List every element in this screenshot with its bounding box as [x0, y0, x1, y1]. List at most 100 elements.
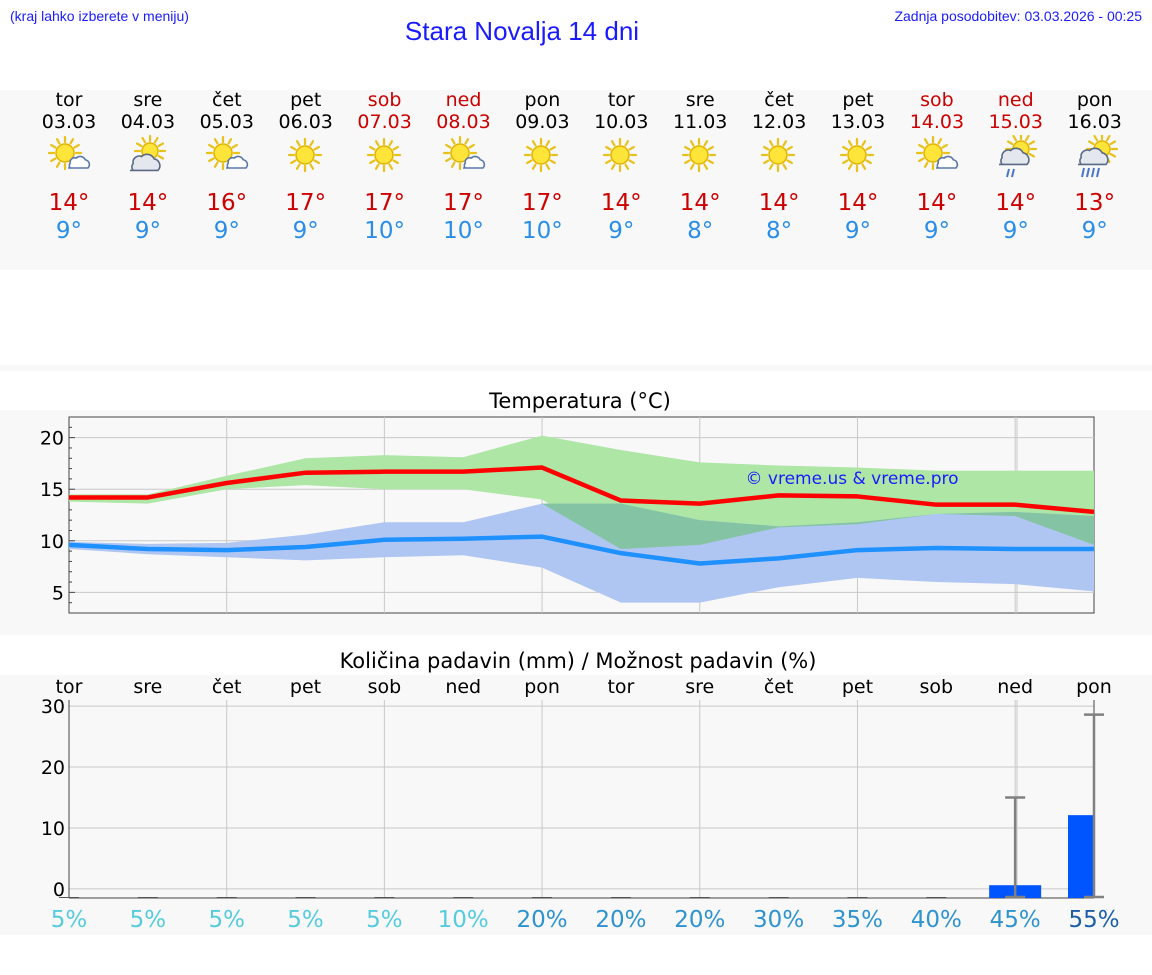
y-tick-label: 5 — [52, 582, 64, 604]
x-category-label: ned — [445, 676, 481, 698]
sun-shape — [287, 137, 322, 173]
sun-icon — [839, 137, 875, 173]
min-temperature: 9° — [292, 218, 319, 244]
day-name: ned — [997, 89, 1034, 111]
rain-drop — [1085, 167, 1090, 178]
day-name: čet — [212, 89, 242, 111]
day-column: ned 15.03 14° 9° — [976, 89, 1056, 245]
x-category-label: pet — [290, 676, 321, 698]
min-temperature: 9° — [1002, 218, 1029, 244]
precipitation-bar — [1068, 815, 1094, 898]
min-temperature: 9° — [1081, 218, 1108, 244]
day-date: 07.03 — [357, 111, 412, 133]
x-category-label: pon — [1076, 676, 1112, 698]
min-temperature: 10° — [364, 218, 405, 244]
x-category-label: sre — [133, 676, 162, 698]
day-column: sob 07.03 17° 10° — [345, 89, 425, 245]
min-temperature: 10° — [522, 218, 563, 244]
day-name: pet — [842, 89, 874, 111]
precipitation-probability: 5% — [366, 907, 403, 933]
rain-drop — [1095, 167, 1100, 178]
max-temperature: 14° — [916, 190, 958, 216]
y-tick-label: 10 — [41, 818, 65, 840]
min-temperature: 9° — [213, 218, 240, 244]
sun-shape — [366, 137, 401, 173]
max-temperature: 14° — [995, 190, 1037, 216]
precipitation-probability: 55% — [1068, 907, 1119, 933]
day-column: čet 12.03 14° 8° — [739, 89, 819, 245]
min-temperature: 9° — [55, 218, 83, 244]
x-category-label: pon — [524, 676, 560, 698]
day-column: ned 08.03 17° 10° — [424, 89, 504, 245]
day-date: 09.03 — [515, 111, 570, 133]
day-date: 14.03 — [909, 111, 965, 133]
max-temperature: 14° — [600, 190, 642, 216]
day-date: 11.03 — [672, 111, 728, 133]
day-date: 05.03 — [199, 111, 254, 133]
page-title: Stara Novalja 14 dni — [404, 16, 640, 46]
precipitation-probability: 20% — [517, 907, 568, 933]
max-temperature: 14° — [127, 190, 169, 216]
cloud-sun-icon — [129, 135, 166, 172]
cloud-shape — [1077, 147, 1109, 166]
x-category-label: čet — [212, 676, 242, 698]
day-date: 10.03 — [594, 111, 649, 133]
precipitation-probability: 45% — [990, 907, 1041, 933]
chart-title: Temperatura (°C) — [488, 389, 671, 413]
day-column: pon 16.03 13° 9° — [1055, 89, 1135, 245]
day-date: 04.03 — [120, 111, 176, 133]
day-date: 03.03 — [41, 111, 97, 133]
day-column: sre 04.03 14° 9° — [108, 89, 188, 245]
sun-icon — [760, 137, 796, 173]
min-temperature: 10° — [443, 218, 484, 244]
min-temperature-line — [68, 534, 1094, 566]
precipitation-probability: 5% — [287, 907, 324, 933]
max-temperature: 14° — [758, 190, 800, 216]
x-category-label: čet — [764, 676, 794, 698]
max-temperature: 14° — [837, 190, 879, 216]
forecast-band — [0, 90, 1152, 270]
precipitation-chart: Količina padavin (mm) / Možnost padavin … — [41, 649, 1120, 933]
sun-icon — [366, 137, 401, 173]
precipitation-probability: 40% — [911, 907, 962, 933]
max-range-band — [69, 435, 1094, 550]
day-name: pon — [1076, 89, 1113, 111]
sun-cloud-icon — [47, 135, 91, 171]
cloud-shape — [462, 155, 485, 169]
sun-icon — [287, 137, 322, 173]
x-category-label: tor — [607, 676, 634, 698]
sun-icon — [524, 137, 559, 173]
sun-shape — [603, 137, 638, 173]
x-category-label: ned — [997, 676, 1033, 698]
y-tick-label: 20 — [40, 428, 64, 450]
plot-area — [69, 700, 1094, 898]
cloud-shape — [129, 153, 161, 172]
cloud-shape — [935, 155, 959, 169]
max-temperature: 17° — [285, 190, 327, 216]
max-temperature: 14° — [679, 190, 721, 216]
cloud-shape — [998, 147, 1030, 166]
temperature-chart: Temperatura (°C) 5 10 15 20 © vreme.us & vrem… — [40, 389, 1095, 614]
day-column: sob 14.03 14° 9° — [897, 89, 977, 245]
max-temperature: 17° — [522, 190, 563, 216]
sun-shape — [760, 137, 796, 173]
x-category-label: sre — [685, 676, 714, 698]
precipitation-probability: 30% — [753, 907, 804, 933]
day-name: tor — [55, 89, 83, 111]
sun-cloud-icon — [442, 135, 485, 171]
sun-cloud-icon — [205, 135, 248, 171]
day-name: sob — [367, 89, 402, 111]
cloud-shape — [68, 155, 91, 169]
day-name: sob — [920, 89, 954, 111]
day-date: 12.03 — [751, 111, 807, 133]
day-date: 16.03 — [1067, 111, 1122, 133]
day-name: sre — [685, 89, 715, 111]
day-date: 13.03 — [830, 111, 886, 133]
precipitation-probability: 20% — [674, 907, 725, 933]
day-column: tor 03.03 14° 9° — [29, 89, 109, 245]
sun-shape — [839, 137, 875, 173]
day-column: pet 06.03 17° 9° — [266, 89, 346, 245]
min-temperature: 9° — [608, 218, 635, 244]
y-tick-label: 10 — [40, 531, 64, 553]
x-category-label: sob — [368, 676, 402, 698]
